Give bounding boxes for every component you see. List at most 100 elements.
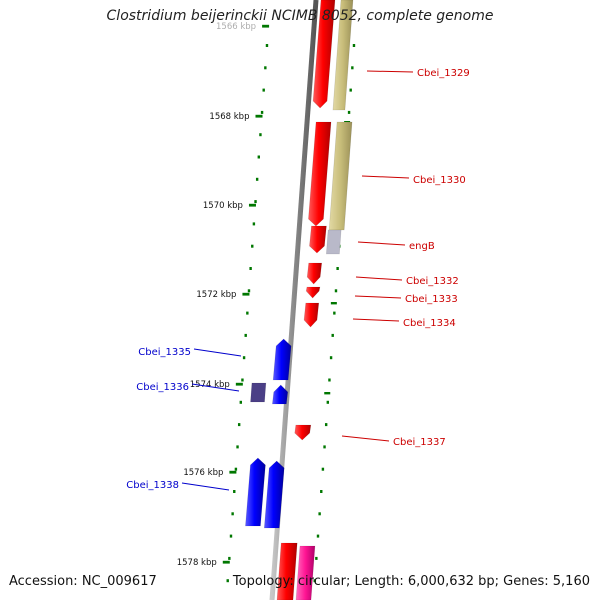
gene-label-Cbei_1330: Cbei_1330 xyxy=(413,175,466,186)
gene-label-Cbei_1337: Cbei_1337 xyxy=(393,437,446,448)
ruler-dot-left xyxy=(226,579,229,583)
ruler-dot-right xyxy=(352,44,356,47)
tick-label: 1576 kbp xyxy=(183,468,223,478)
ruler-dot-left xyxy=(257,155,260,159)
leader-line-Cbei_1336 xyxy=(191,383,240,392)
label-leaders xyxy=(181,70,414,491)
ruler-dot-left xyxy=(244,333,247,337)
ruler-dot-left xyxy=(239,400,243,404)
ruler-dot-right xyxy=(349,88,352,92)
ruler-dot-left xyxy=(246,311,249,315)
gene-label-Cbei_1336: Cbei_1336 xyxy=(136,382,189,393)
tick-label: 1572 kbp xyxy=(196,290,236,300)
tick-mark xyxy=(248,203,256,207)
ruler-dot-right xyxy=(323,445,326,449)
map-title: Clostridium beijerinckii NCIMB 8052, com… xyxy=(106,8,494,24)
leader-line-Cbei_1332 xyxy=(355,276,403,281)
tick-mark-right xyxy=(324,392,331,395)
gene-arrow-engB xyxy=(309,225,327,254)
tick-label: 1568 kbp xyxy=(209,112,249,122)
ruler-dot-left xyxy=(262,88,265,92)
gene-arrow-Cbei_1329 xyxy=(312,0,336,109)
leader-line-Cbei_1335 xyxy=(193,348,242,357)
gene-label-Cbei_1335: Cbei_1335 xyxy=(138,347,191,358)
ruler-dot-left xyxy=(252,222,256,226)
ruler-dot-right xyxy=(320,490,323,493)
tick-mark xyxy=(235,382,243,386)
ruler-dot-left xyxy=(247,289,251,293)
ruler-dot-left xyxy=(229,534,233,538)
ruler-dot-left xyxy=(260,110,264,114)
ruler-dot-left xyxy=(228,556,231,560)
gene-arrow-Cbei_1337 xyxy=(294,424,312,441)
ruler-dot-right xyxy=(351,66,354,70)
tick-label: 1566 kbp xyxy=(216,22,256,32)
gene-label-engB: engB xyxy=(409,241,435,252)
ruler-dot-left xyxy=(233,490,236,493)
tick-mark xyxy=(255,114,263,118)
cds-track-block xyxy=(332,0,354,111)
ruler-dot-right xyxy=(326,400,330,404)
leader-line-Cbei_1334 xyxy=(352,318,400,322)
ruler-dot-right xyxy=(347,110,351,114)
ruler-dot-left xyxy=(254,200,257,204)
leader-line-Cbei_1338 xyxy=(181,482,230,491)
ruler-dot-right xyxy=(324,423,328,427)
tick-mark xyxy=(262,24,270,28)
ruler-dot-left xyxy=(265,44,269,47)
rna-track-block xyxy=(295,545,316,600)
ruler-dot-right xyxy=(321,467,325,471)
tick-mark xyxy=(242,292,250,296)
gene-arrow-Cbei_1334 xyxy=(303,302,320,328)
ruler-dot-left xyxy=(236,445,239,449)
gene-arrow-Cbei_1336 xyxy=(272,384,289,405)
leader-line-engB xyxy=(357,241,406,246)
tick-label: 1578 kbp xyxy=(177,558,217,568)
ruler-dot-right xyxy=(318,512,321,516)
ruler-dot-right xyxy=(331,333,334,337)
ruler-dot-left xyxy=(241,378,244,382)
feature-tracks xyxy=(245,0,354,600)
gene-arrow-Cbei_1336 xyxy=(250,382,267,403)
cds-track-block xyxy=(328,121,353,231)
gene-label-Cbei_1332: Cbei_1332 xyxy=(406,276,459,287)
gene-label-Cbei_1333: Cbei_1333 xyxy=(405,294,458,305)
leader-line-Cbei_1337 xyxy=(341,435,390,442)
leader-line-Cbei_1329 xyxy=(366,70,414,73)
ruler-dot-right xyxy=(328,378,331,382)
leader-line-Cbei_1333 xyxy=(354,295,402,299)
tick-mark-right xyxy=(330,302,337,305)
ruler-dot-left xyxy=(259,133,262,137)
ruler-dot-right xyxy=(334,289,338,293)
ruler-dot-right xyxy=(329,356,333,360)
ruler-dot-left xyxy=(249,267,252,270)
gene-label-Cbei_1334: Cbei_1334 xyxy=(403,318,456,329)
ruler-dot-left xyxy=(231,512,234,516)
tick-mark xyxy=(222,560,230,564)
leader-line-Cbei_1330 xyxy=(361,175,410,179)
gene-arrow-Cbei_1333 xyxy=(305,286,321,299)
ruler-dot-left xyxy=(242,356,246,360)
accession-text: Accession: NC_009617 xyxy=(9,574,157,589)
gene-label-Cbei_1338: Cbei_1338 xyxy=(126,480,179,491)
ruler-dot-left xyxy=(255,177,259,181)
ruler-dot-right xyxy=(333,311,336,315)
gene-arrow-Cbei_1330 xyxy=(308,121,332,227)
tick-label: 1574 kbp xyxy=(190,380,230,390)
ruler-dot-right xyxy=(336,267,339,270)
ruler-dot-right xyxy=(315,556,318,560)
tick-mark xyxy=(229,470,237,474)
gene-arrow-Cbei_1338 xyxy=(245,457,266,527)
ruler-dot-left xyxy=(264,66,267,70)
ruler-dot-left xyxy=(237,423,241,427)
ruler-dot-right xyxy=(313,579,316,583)
gene-label-Cbei_1329: Cbei_1329 xyxy=(417,68,470,79)
ruler-dot-left xyxy=(251,244,254,248)
topology-text: Topology: circular; Length: 6,000,632 bp… xyxy=(232,574,590,589)
ruler-dot-left xyxy=(234,467,238,471)
cds-track-block xyxy=(326,229,342,255)
ruler-dot-right xyxy=(316,534,320,538)
gene-arrow-Cbei_1335 xyxy=(272,338,292,381)
tick-label: 1570 kbp xyxy=(203,201,243,211)
